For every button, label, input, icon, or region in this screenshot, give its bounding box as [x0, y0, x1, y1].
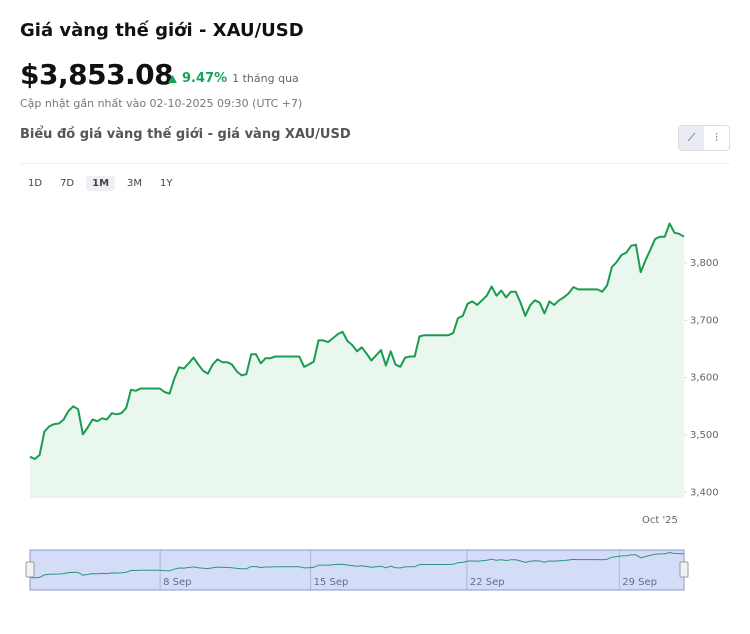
chart-heading: Biểu đồ giá vàng thế giới - giá vàng XAU…	[20, 127, 351, 142]
y-tick-label: 3,800	[690, 258, 719, 269]
range-buttons: 1D 7D 1M 3M 1Y	[22, 176, 179, 191]
y-tick-label: 3,700	[690, 315, 719, 326]
navigator-label: 29 Sep	[622, 577, 657, 588]
navigator-line	[29, 551, 685, 579]
range-button[interactable]: 1D	[28, 178, 43, 189]
navigator-selection	[29, 549, 685, 591]
navigator-handle[interactable]	[679, 561, 689, 578]
change-percent: 9.47%	[182, 71, 228, 86]
candle-button[interactable]: ⫶	[715, 131, 718, 144]
chart-type-toggle: ⟋ ⫶	[678, 125, 730, 151]
up-arrow	[168, 74, 177, 83]
change-period: 1 tháng qua	[232, 72, 299, 85]
y-tick-label: 3,600	[690, 373, 719, 384]
x-tick-label: Oct '25	[642, 515, 678, 526]
range-button[interactable]: 1Y	[160, 178, 173, 189]
updated: Cập nhật gần nhất vào 02-10-2025 09:30 (…	[20, 97, 303, 110]
navigator-label: 8 Sep	[163, 577, 191, 588]
y-tick-label: 3,500	[690, 430, 719, 441]
y-tick-label: 3,400	[690, 487, 719, 498]
line-button[interactable]: ⟋	[679, 126, 704, 150]
change: 9.47% 1 tháng qua	[168, 71, 299, 86]
range-button[interactable]: 3M	[127, 178, 143, 189]
range-button[interactable]: 1M	[86, 176, 116, 191]
navigator-label: 22 Sep	[470, 577, 505, 588]
price: $3,853.08	[20, 58, 174, 91]
title: Giá vàng thế giới - XAU/USD	[20, 20, 304, 41]
area	[30, 223, 684, 498]
separator	[20, 163, 730, 164]
navigator-handle[interactable]	[25, 561, 35, 578]
navigator-label: 15 Sep	[314, 577, 349, 588]
price-line	[29, 222, 685, 460]
range-button[interactable]: 7D	[60, 178, 75, 189]
chart: 3,400 3,500 3,600 3,700 3,800 Oct '25 8 Sep 15 …	[25, 222, 719, 591]
